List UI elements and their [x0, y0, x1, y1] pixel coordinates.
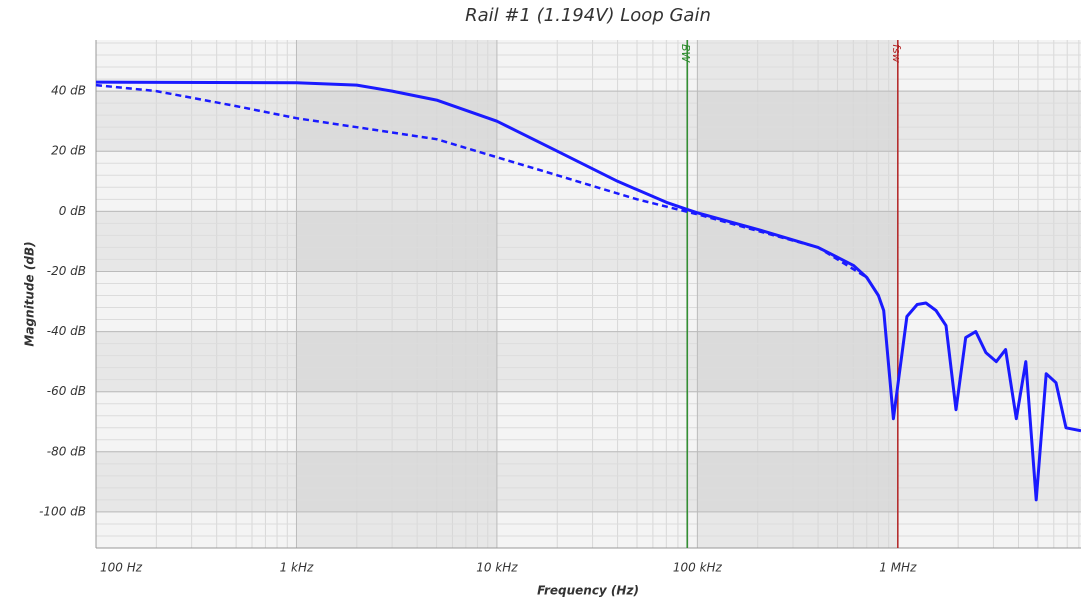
- y-tick-label: -20 dB: [47, 264, 86, 278]
- series-line: [95, 83, 868, 279]
- y-tick-label: 0 dB: [59, 204, 86, 218]
- y-tick-label: -40 dB: [47, 324, 86, 338]
- y-band: [96, 331, 1081, 392]
- marker-label: fsw: [890, 44, 903, 63]
- x-tick-label: 10 kHz: [476, 561, 518, 575]
- marker-label: BW: [679, 44, 692, 64]
- y-tick-label: -100 dB: [39, 504, 86, 518]
- x-band: [296, 40, 497, 548]
- y-tick-label: -60 dB: [47, 384, 86, 398]
- plot-background: [96, 40, 1081, 548]
- y-band: [96, 91, 1081, 152]
- y-band: [96, 451, 1081, 512]
- y-tick-label: -80 dB: [47, 444, 86, 458]
- x-band: [697, 40, 898, 548]
- x-tick-label: 1 MHz: [879, 561, 917, 575]
- x-axis-label: Frequency (Hz): [537, 584, 639, 598]
- y-tick-label: 20 dB: [51, 144, 86, 158]
- x-tick-label: 100 Hz: [100, 561, 143, 575]
- x-tick-label: 1 kHz: [280, 561, 314, 575]
- x-tick-label: 100 kHz: [673, 561, 723, 575]
- y-band: [96, 211, 1081, 272]
- chart-title: Rail #1 (1.194V) Loop Gain: [465, 5, 711, 26]
- y-axis-label: Magnitude (dB): [23, 241, 37, 346]
- series-line: [95, 80, 1081, 502]
- y-tick-label: 40 dB: [51, 84, 86, 98]
